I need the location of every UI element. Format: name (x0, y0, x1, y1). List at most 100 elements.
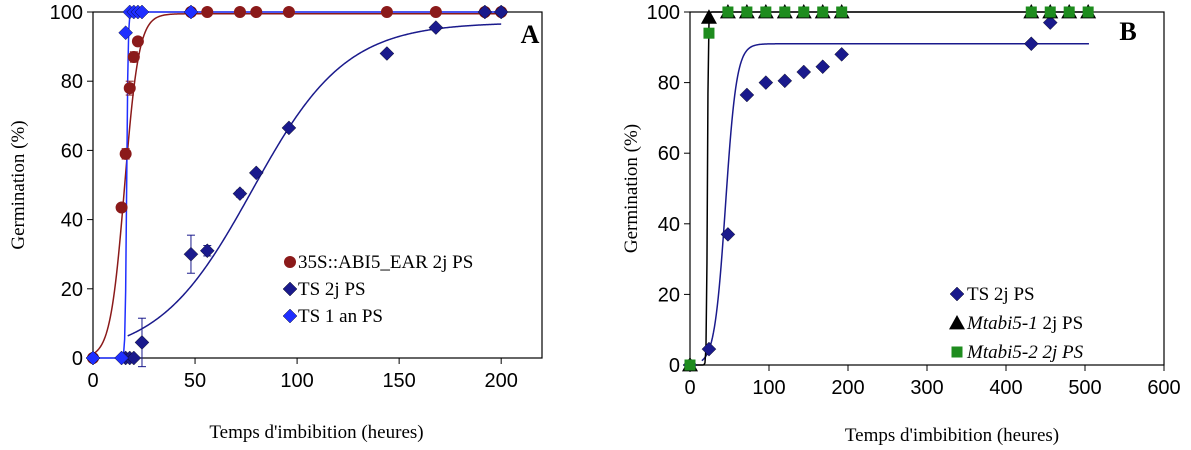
legend-entry: Mtabi5-1 2j PS (966, 313, 1083, 334)
legend-entry: Mtabi5-2 2j PS (966, 342, 1084, 363)
data-point-series-3 (779, 6, 791, 18)
legend-marker (284, 256, 296, 268)
data-point-series-1 (380, 6, 393, 18)
legend-marker (282, 281, 298, 297)
chart-panel-a: 0 50 100 150 200 0 20 40 60 80 100 Temps d'imbibiti… (8, 2, 543, 443)
legend-text-part: 2j PS (1038, 313, 1083, 334)
y-tick-label: 20 (61, 279, 83, 301)
x-tick-label: 100 (752, 377, 785, 399)
data-point-series-3 (722, 6, 734, 18)
data-point-series-3 (1044, 6, 1056, 18)
data-point-series-1 (429, 6, 442, 18)
data-point-series-3 (85, 350, 101, 366)
data-point-series-1 (115, 201, 128, 214)
data-point-series-3 (1063, 6, 1075, 18)
y-tick-label: 60 (658, 143, 680, 165)
x-tick-label: 100 (280, 370, 313, 392)
y-tick-label: 100 (50, 2, 83, 24)
data-point-series-3 (798, 6, 810, 18)
data-point-series-3 (134, 4, 150, 20)
data-point-series-3 (703, 27, 715, 39)
x-tick-label: 600 (1147, 377, 1180, 399)
y-tick-label: 100 (647, 2, 680, 24)
legend-text-part: Mtabi5-1 (966, 313, 1038, 334)
data-point-series-2 (126, 350, 142, 366)
x-tick-label: 0 (684, 377, 695, 399)
data-point-series-3 (1025, 6, 1037, 18)
data-point-series-2 (134, 335, 150, 350)
y-tick-label: 80 (658, 73, 680, 95)
data-point-series-3 (741, 6, 753, 18)
data-point-series-2 (477, 4, 493, 20)
data-point-series-3 (817, 6, 829, 18)
data-point-series-3 (760, 6, 772, 18)
data-point-series-2 (232, 186, 248, 201)
data-point-series-1 (720, 227, 736, 242)
legend-entry: 35S::ABI5_EAR 2j PS (298, 252, 473, 273)
x-tick-label: 150 (382, 370, 415, 392)
x-tick-label: 0 (87, 370, 98, 392)
x-axis-label: Temps d'imbibition (heures) (845, 425, 1059, 446)
legend-marker (949, 286, 965, 302)
data-point-series-1 (796, 64, 812, 80)
x-axis-label: Temps d'imbibition (heures) (209, 422, 423, 443)
x-tick-label: 300 (910, 377, 943, 399)
data-point-series-3 (183, 4, 199, 20)
x-tick-label: 400 (989, 377, 1022, 399)
fit-curve-series-2 (690, 11, 1089, 366)
data-point-series-3 (684, 359, 696, 371)
panel-label: A (521, 20, 540, 49)
y-tick-label: 0 (72, 348, 83, 370)
data-point-series-1 (123, 82, 136, 95)
data-point-series-1 (1042, 15, 1058, 30)
legend-marker (949, 315, 965, 330)
data-point-series-1 (1023, 36, 1039, 52)
data-point-series-1 (127, 50, 140, 63)
data-point-series-2 (248, 165, 264, 181)
legend-marker (951, 346, 963, 358)
y-tick-label: 20 (658, 284, 680, 306)
y-axis-label: Germination (%) (8, 120, 29, 249)
data-point-series-2 (200, 243, 215, 259)
chart-panel-b: 0 100 200 300 400 500 600 0 20 40 60 80 100 Temps d'i… (621, 2, 1181, 446)
data-point-series-1 (758, 75, 774, 90)
data-point-series-3 (1082, 6, 1094, 18)
data-point-series-1 (250, 6, 263, 18)
y-axis-label: Germination (%) (621, 124, 642, 253)
x-tick-label: 500 (1068, 377, 1101, 399)
data-point-series-3 (114, 350, 129, 366)
data-point-series-1 (701, 341, 717, 357)
x-tick-label: 200 (484, 370, 517, 392)
data-point-series-1 (201, 6, 214, 18)
y-tick-label: 40 (658, 214, 680, 236)
y-tick-label: 0 (669, 355, 680, 377)
data-point-series-2 (700, 9, 717, 24)
data-point-series-1 (815, 59, 831, 74)
y-tick-label: 60 (61, 140, 83, 162)
data-point-series-1 (834, 47, 849, 62)
data-point-series-2 (379, 46, 395, 61)
data-point-series-1 (119, 147, 132, 160)
x-tick-label: 200 (831, 377, 864, 399)
data-point-series-3 (118, 25, 133, 41)
data-point-series-2 (428, 20, 444, 35)
legend-entry: TS 2j PS (967, 284, 1035, 305)
y-tick-label: 80 (61, 71, 83, 93)
legend-entry: TS 1 an PS (298, 306, 383, 327)
data-point-series-2 (493, 4, 509, 20)
plot-frame (689, 11, 1165, 366)
data-point-series-1 (131, 35, 144, 48)
data-point-series-1 (282, 6, 295, 18)
legend-text-part: Mtabi5-2 2j PS (966, 342, 1084, 363)
legend-text-part: TS 2j PS (967, 284, 1035, 305)
data-point-series-1 (233, 6, 246, 18)
panel-label: B (1119, 17, 1136, 46)
data-point-series-2 (281, 120, 297, 136)
data-point-series-1 (739, 87, 755, 103)
legend-entry: TS 2j PS (298, 279, 366, 300)
data-point-series-1 (777, 73, 793, 89)
data-point-series-2 (183, 246, 199, 262)
data-point-series-3 (836, 6, 848, 18)
fit-curve-series-1 (92, 12, 502, 355)
